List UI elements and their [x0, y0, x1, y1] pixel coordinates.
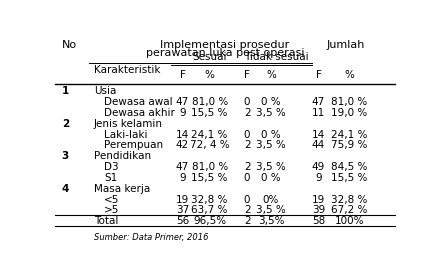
Text: 72, 4 %: 72, 4 %: [189, 140, 229, 150]
Text: 15,5 %: 15,5 %: [330, 173, 367, 183]
Text: 75,9 %: 75,9 %: [330, 140, 367, 150]
Text: <5: <5: [104, 195, 119, 205]
Text: Usia: Usia: [94, 86, 116, 96]
Text: 0 %: 0 %: [261, 130, 280, 140]
Text: Perempuan: Perempuan: [104, 140, 163, 150]
Text: 24,1 %: 24,1 %: [191, 130, 227, 140]
Text: 0%: 0%: [262, 195, 279, 205]
Text: F: F: [315, 70, 321, 80]
Text: 47: 47: [311, 97, 325, 107]
Text: 81,0 %: 81,0 %: [330, 97, 367, 107]
Text: 81,0 %: 81,0 %: [191, 97, 227, 107]
Text: 9: 9: [314, 173, 321, 183]
Text: 44: 44: [311, 140, 325, 150]
Text: 24,1 %: 24,1 %: [330, 130, 367, 140]
Text: No: No: [61, 40, 77, 50]
Text: %: %: [343, 70, 353, 80]
Text: 14: 14: [311, 130, 325, 140]
Text: 1: 1: [61, 86, 69, 96]
Text: 58: 58: [311, 216, 325, 226]
Text: 3: 3: [61, 151, 69, 161]
Text: 32,8 %: 32,8 %: [191, 195, 227, 205]
Text: 37: 37: [176, 205, 189, 215]
Text: 49: 49: [311, 162, 325, 172]
Text: 2: 2: [243, 216, 250, 226]
Text: Sesuai: Sesuai: [192, 52, 226, 62]
Text: 96,5%: 96,5%: [193, 216, 226, 226]
Text: Masa kerja: Masa kerja: [94, 184, 150, 194]
Text: 39: 39: [311, 205, 325, 215]
Text: Dewasa akhir: Dewasa akhir: [104, 108, 175, 118]
Text: 47: 47: [176, 97, 189, 107]
Text: %: %: [265, 70, 275, 80]
Text: 3,5 %: 3,5 %: [255, 205, 285, 215]
Text: 63,7 %: 63,7 %: [191, 205, 227, 215]
Text: 0: 0: [243, 195, 250, 205]
Text: 3,5 %: 3,5 %: [255, 162, 285, 172]
Text: Jenis kelamin: Jenis kelamin: [94, 119, 162, 129]
Text: 19: 19: [176, 195, 189, 205]
Text: F: F: [244, 70, 250, 80]
Text: 0 %: 0 %: [261, 173, 280, 183]
Text: D3: D3: [104, 162, 119, 172]
Text: Sumber: Data Primer, 2016: Sumber: Data Primer, 2016: [94, 233, 208, 242]
Text: 4: 4: [61, 184, 69, 194]
Text: 19,0 %: 19,0 %: [330, 108, 367, 118]
Text: 3,5 %: 3,5 %: [255, 108, 285, 118]
Text: 3,5%: 3,5%: [257, 216, 283, 226]
Text: 42: 42: [176, 140, 189, 150]
Text: 19: 19: [311, 195, 325, 205]
Text: %: %: [204, 70, 214, 80]
Text: 15,5 %: 15,5 %: [191, 173, 227, 183]
Text: Implementasi prosedur: Implementasi prosedur: [160, 40, 289, 50]
Text: S1: S1: [104, 173, 117, 183]
Text: 9: 9: [179, 108, 185, 118]
Text: Karakteristik: Karakteristik: [94, 65, 160, 75]
Text: 15,5 %: 15,5 %: [191, 108, 227, 118]
Text: F: F: [179, 70, 185, 80]
Text: 100%: 100%: [334, 216, 363, 226]
Text: 2: 2: [243, 140, 250, 150]
Text: 3,5 %: 3,5 %: [255, 140, 285, 150]
Text: 32,8 %: 32,8 %: [330, 195, 367, 205]
Text: 56: 56: [176, 216, 189, 226]
Text: perawatan luka post operasi: perawatan luka post operasi: [145, 48, 304, 58]
Text: 0: 0: [243, 130, 250, 140]
Text: 47: 47: [176, 162, 189, 172]
Text: 84,5 %: 84,5 %: [330, 162, 367, 172]
Text: 2: 2: [243, 162, 250, 172]
Text: 2: 2: [243, 205, 250, 215]
Text: Laki-laki: Laki-laki: [104, 130, 147, 140]
Text: >5: >5: [104, 205, 119, 215]
Text: 81,0 %: 81,0 %: [191, 162, 227, 172]
Text: Jumlah: Jumlah: [326, 40, 364, 50]
Text: 0: 0: [243, 173, 250, 183]
Text: Pendidikan: Pendidikan: [94, 151, 151, 161]
Text: 14: 14: [176, 130, 189, 140]
Text: Total: Total: [94, 216, 118, 226]
Text: Tidak sesuai: Tidak sesuai: [243, 52, 307, 62]
Text: Dewasa awal: Dewasa awal: [104, 97, 173, 107]
Text: 67,2 %: 67,2 %: [330, 205, 367, 215]
Text: 2: 2: [61, 119, 69, 129]
Text: 2: 2: [243, 108, 250, 118]
Text: 9: 9: [179, 173, 185, 183]
Text: 11: 11: [311, 108, 325, 118]
Text: 0: 0: [243, 97, 250, 107]
Text: 0 %: 0 %: [261, 97, 280, 107]
